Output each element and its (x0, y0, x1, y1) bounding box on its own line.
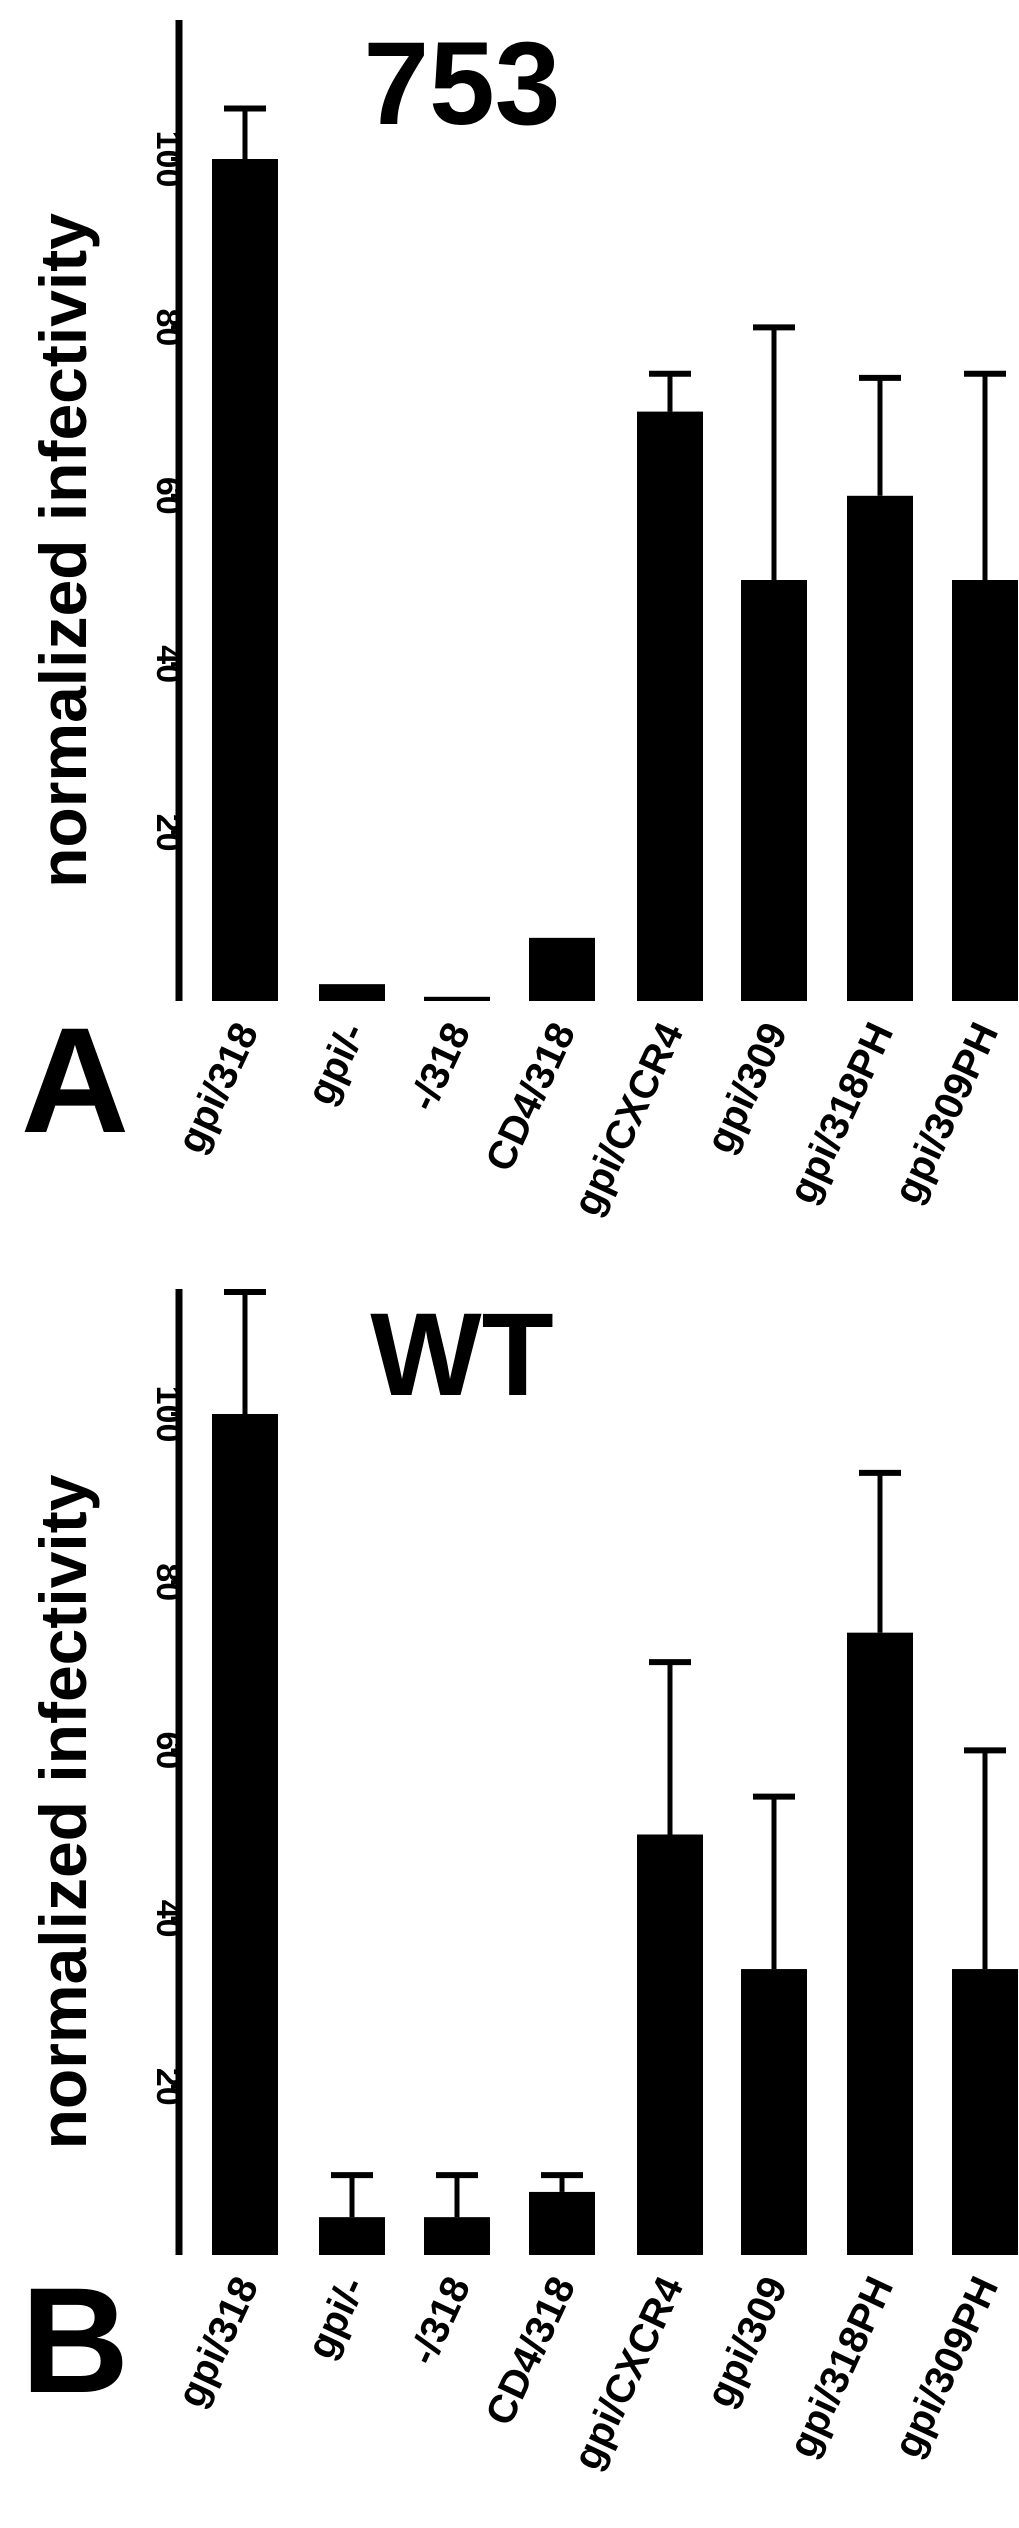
panel-b-category-label-3: -/318 (401, 2270, 479, 2371)
panel-b-y-tick-label: 60 (149, 1731, 187, 1769)
panel-a-panel-label: A (21, 996, 129, 1164)
panel-a-category-label-4: CD4/318 (478, 1016, 585, 1178)
panel-a-chart: 20 40 60 80 100 normalized infectivity 753 A gpi… (21, 18, 1018, 1222)
panel-b-category-label-4: CD4/318 (478, 2270, 585, 2432)
panel-a-category-label-3: -/318 (401, 1016, 479, 1117)
panel-a-category-label-5: gpi/CXCR4 (565, 1016, 693, 1223)
panel-a-category-label-8: gpi/309PH (886, 1016, 1008, 1210)
panel-a-bar-6 (741, 580, 807, 1001)
panel-b-category-label-1: gpi/318 (169, 2270, 267, 2414)
panel-b-bar-4 (529, 2191, 595, 2255)
panel-b-category-label-5: gpi/CXCR4 (565, 2270, 693, 2477)
panel-b-chart-title: WT (370, 1289, 553, 1421)
panel-a-category-label-7: gpi/318PH (781, 1016, 903, 1210)
panel-a-y-tick-label: 40 (149, 645, 187, 683)
panel-a-y-tick-label: 100 (149, 131, 187, 188)
panel-b-chart: 20 40 60 80 100 normalized infectivity WT B gpi/… (21, 1289, 1018, 2476)
panel-b-bar-8 (952, 1969, 1018, 2255)
panel-a-category-label-1: gpi/318 (169, 1016, 267, 1160)
panel-b-y-tick-label: 80 (149, 1563, 187, 1601)
panel-b-panel-label: B (21, 2256, 129, 2424)
panel-b-bar-2 (319, 2217, 385, 2255)
panel-a-category-label-2: gpi/- (299, 1016, 375, 1111)
panel-b-bar-6 (741, 1969, 807, 2255)
panel-a-y-tick-label: 20 (149, 814, 187, 852)
panel-b-y-tick-label: 100 (149, 1386, 187, 1443)
panel-b-category-label-2: gpi/- (299, 2270, 375, 2365)
panel-b-y-axis-title: normalized infectivity (26, 1474, 100, 2149)
panel-a-y-tick-label: 60 (149, 477, 187, 515)
panel-a-bar-2 (319, 984, 385, 1001)
panel-a-bar-7 (847, 495, 913, 1001)
panel-b-y-tick-label: 40 (149, 1900, 187, 1938)
panel-a-bar-3 (424, 996, 490, 1001)
panel-b-category-label-6: gpi/309 (698, 2270, 796, 2414)
panel-a-y-axis-title: normalized infectivity (26, 213, 100, 888)
panel-b-y-tick-label: 20 (149, 2068, 187, 2106)
panel-b-bar-7 (847, 1632, 913, 2255)
panel-a-bar-4 (529, 937, 595, 1001)
panel-a-bar-5 (637, 411, 703, 1002)
panel-a-bar-8 (952, 580, 1018, 1001)
panel-b-bar-1 (212, 1414, 278, 2255)
panel-a-category-label-6: gpi/309 (698, 1016, 796, 1160)
panel-b-category-label-7: gpi/318PH (781, 2270, 903, 2464)
panel-b-bar-5 (637, 1834, 703, 2255)
panel-b-bar-3 (424, 2217, 490, 2255)
panel-a-bar-1 (212, 159, 278, 1001)
panel-a-chart-title: 753 (364, 18, 561, 150)
panel-b-category-label-8: gpi/309PH (886, 2270, 1008, 2464)
panel-a-y-tick-label: 80 (149, 308, 187, 346)
